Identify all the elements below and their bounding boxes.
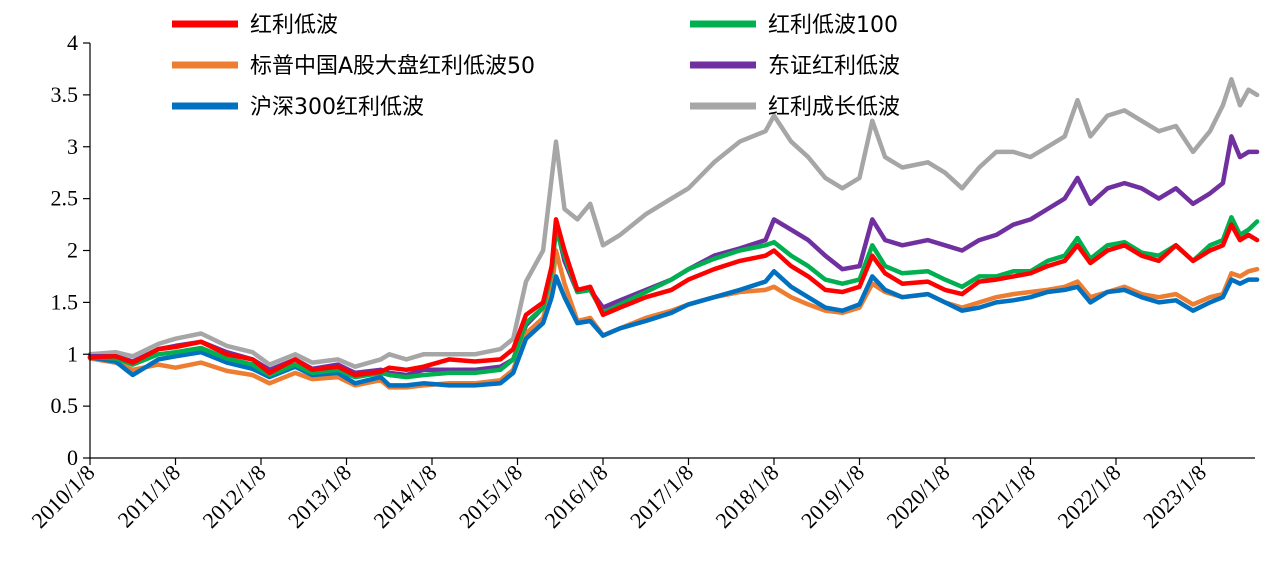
x-tick-label: 2019/1/8 [796,460,869,533]
x-tick-label: 2017/1/8 [625,460,698,533]
y-tick-label: 3 [67,134,78,159]
legend-label-3: 东证红利低波 [768,54,900,79]
x-ticks: 2010/1/8 2011/1/8 2012/1/8 2013/1/8 2014/1/8… [27,458,1211,533]
x-tick-label: 2011/1/8 [113,460,185,532]
legend: 红利低波 红利低波100 标普中国A股大盘红利低波50 东证红利低波沪深300红利低波… [172,13,900,120]
x-tick-label: 2022/1/8 [1053,460,1126,533]
y-tick-label: 2.5 [51,186,79,211]
y-tick-label: 2 [67,238,78,263]
legend-label-1: 红利低波100 [768,13,898,38]
x-tick-label: 2015/1/8 [454,460,527,533]
series-line-5 [87,77,1260,369]
legend-label-2: 标普中国A股大盘红利低波50 [250,54,535,79]
series-line-3 [87,134,1260,378]
x-tick-label: 2021/1/8 [967,460,1040,533]
legend-label-5: 红利成长低波 [768,95,900,120]
series-line-4 [87,269,1260,388]
y-tick-label: 0 [67,445,78,470]
legend-label-4: 沪深300红利低波 [250,95,424,120]
x-tick-label: 2013/1/8 [283,460,356,533]
series-line-1 [87,215,1260,380]
y-tick-label: 1 [67,341,78,366]
y-ticks: 0 0.5 1 1.5 2 2.5 3 3.5 4 [51,30,90,470]
series-line-0 [87,217,1260,378]
legend-label-0: 红利低波 [250,13,338,38]
x-tick-label: 2023/1/8 [1138,460,1211,533]
x-tick-label: 2020/1/8 [882,460,955,533]
y-tick-label: 4 [67,30,78,55]
y-tick-label: 3.5 [51,82,79,107]
x-tick-label: 2014/1/8 [369,460,442,533]
x-tick-label: 2018/1/8 [711,460,784,533]
y-tick-label: 0.5 [51,393,79,418]
x-tick-label: 2016/1/8 [540,460,613,533]
x-tick-label: 2010/1/8 [27,460,100,533]
plot-lines [87,77,1260,390]
y-tick-label: 1.5 [51,289,79,314]
x-tick-label: 2012/1/8 [198,460,271,533]
